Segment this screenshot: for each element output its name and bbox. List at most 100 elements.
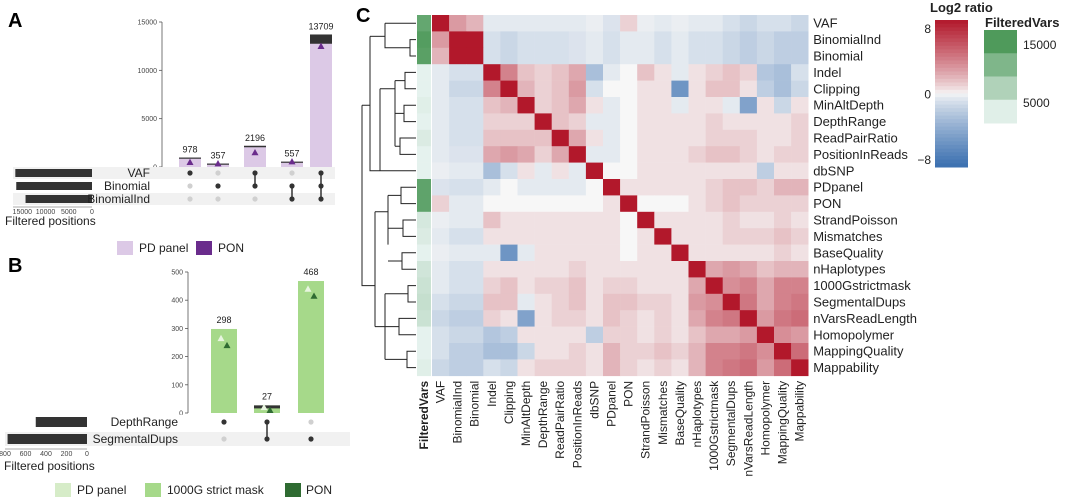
heatmap-cell xyxy=(671,359,689,377)
heatmap-cell xyxy=(688,179,706,196)
heatmap-row-label: nVarsReadLength xyxy=(813,311,917,326)
heatmap-cell xyxy=(483,359,501,377)
heatmap-cell xyxy=(483,129,501,147)
heatmap-cell xyxy=(722,293,741,311)
heatmap-cell xyxy=(688,129,706,147)
heatmap-cell xyxy=(466,113,484,131)
panel-a-set-tick-label: 0 xyxy=(90,209,94,216)
heatmap-cell xyxy=(483,277,501,295)
heatmap-cell xyxy=(722,162,741,180)
heatmap-cell xyxy=(517,97,535,114)
heatmap-scale-segment xyxy=(935,126,968,131)
heatmap-row-label: Mismatches xyxy=(813,229,883,244)
filtered-vars-legend-title: FilteredVars xyxy=(985,15,1059,30)
heatmap-cell xyxy=(534,244,552,262)
heatmap-cell xyxy=(620,80,638,98)
panel-label-b: B xyxy=(8,255,22,277)
heatmap-cell xyxy=(620,97,638,114)
heatmap-cell xyxy=(774,129,792,147)
heatmap-cell xyxy=(637,80,655,98)
heatmap-cell xyxy=(654,211,672,229)
heatmap-cell xyxy=(432,47,450,65)
heatmap-cell xyxy=(466,146,484,163)
dendrogram-branch xyxy=(387,194,403,262)
heatmap-cell xyxy=(568,129,587,147)
heatmap-row-label: nHaplotypes xyxy=(813,262,886,277)
heatmap-cell xyxy=(500,359,518,377)
panel-a-set-size-bar xyxy=(25,195,92,203)
heatmap-cell xyxy=(620,261,638,278)
heatmap-cell xyxy=(637,310,655,327)
heatmap-cell xyxy=(671,244,689,262)
heatmap-cell xyxy=(756,211,775,229)
heatmap-cell xyxy=(500,162,518,180)
dendrogram-branch xyxy=(404,71,416,90)
heatmap-cell xyxy=(756,195,775,213)
heatmap-cell xyxy=(517,195,535,213)
heatmap-cell xyxy=(466,97,484,114)
heatmap-cell xyxy=(620,228,638,245)
heatmap-scale-segment xyxy=(935,155,968,161)
heatmap-cell xyxy=(551,64,570,81)
heatmap-cell xyxy=(603,113,621,131)
panel-a-set-axis-title: Filtered positions xyxy=(5,214,96,228)
heatmap-scale-segment xyxy=(935,89,968,94)
panel-b-y-tick-label: 400 xyxy=(171,298,183,305)
heatmap-cell xyxy=(449,146,467,163)
heatmap-cell xyxy=(637,326,655,344)
heatmap-filtered-cell xyxy=(417,146,431,163)
heatmap-cell xyxy=(517,162,535,180)
heatmap-cell xyxy=(637,211,655,229)
heatmap-scale-segment xyxy=(935,97,968,102)
heatmap-cell xyxy=(449,211,467,229)
panel-b-pd-marker xyxy=(304,285,312,292)
heatmap-cell xyxy=(756,162,775,180)
panel-a-legend-pon: PON xyxy=(218,241,244,255)
heatmap-cell xyxy=(688,228,706,245)
heatmap-cell xyxy=(756,359,775,377)
dendrogram-branch xyxy=(369,36,380,172)
heatmap-cell xyxy=(654,113,672,131)
heatmap-cell xyxy=(637,244,655,262)
panel-a-matrix-dot xyxy=(289,170,295,176)
heatmap-cell xyxy=(654,359,672,377)
panel-b-y-tick-label: 300 xyxy=(171,326,183,333)
heatmap-cell xyxy=(432,359,450,377)
heatmap-cell xyxy=(517,47,535,65)
heatmap-cell xyxy=(739,47,758,65)
heatmap-cell xyxy=(534,195,552,213)
heatmap-cell xyxy=(774,15,792,32)
heatmap-cell xyxy=(432,179,450,196)
heatmap-cell xyxy=(722,211,741,229)
heatmap-cell xyxy=(585,113,604,131)
heatmap-cell xyxy=(585,359,604,377)
heatmap-cell xyxy=(654,293,672,311)
heatmap-cell xyxy=(551,195,570,213)
panel-a-y-tick-label: 10000 xyxy=(138,68,158,75)
heatmap-cell xyxy=(791,310,809,327)
heatmap-filtered-cell xyxy=(417,277,431,295)
panel-a-matrix-dot xyxy=(215,196,221,202)
heatmap-cell xyxy=(637,47,655,65)
heatmap-cell xyxy=(791,293,809,311)
heatmap-cell xyxy=(620,195,638,213)
heatmap-cell xyxy=(654,195,672,213)
heatmap-cell xyxy=(534,47,552,65)
panel-b-legend-swatch-pd xyxy=(55,483,71,497)
heatmap-dendrogram xyxy=(361,22,416,369)
heatmap-cell xyxy=(603,97,621,114)
panel-a-bar-top xyxy=(310,34,332,44)
heatmap-cell xyxy=(500,146,518,163)
heatmap-cell xyxy=(534,31,552,49)
heatmap-cell xyxy=(620,64,638,81)
panel-b-bar-top xyxy=(254,405,280,409)
panel-b-pon-marker xyxy=(223,341,231,349)
dendrogram-branch xyxy=(361,104,375,287)
heatmap-cell xyxy=(551,97,570,114)
heatmap-cell xyxy=(774,277,792,295)
heatmap-cell xyxy=(603,80,621,98)
heatmap-row-label: BaseQuality xyxy=(813,245,884,260)
heatmap-cell xyxy=(739,15,758,32)
heatmap-cell xyxy=(756,15,775,32)
panel-b-bar-label: 298 xyxy=(216,315,231,325)
